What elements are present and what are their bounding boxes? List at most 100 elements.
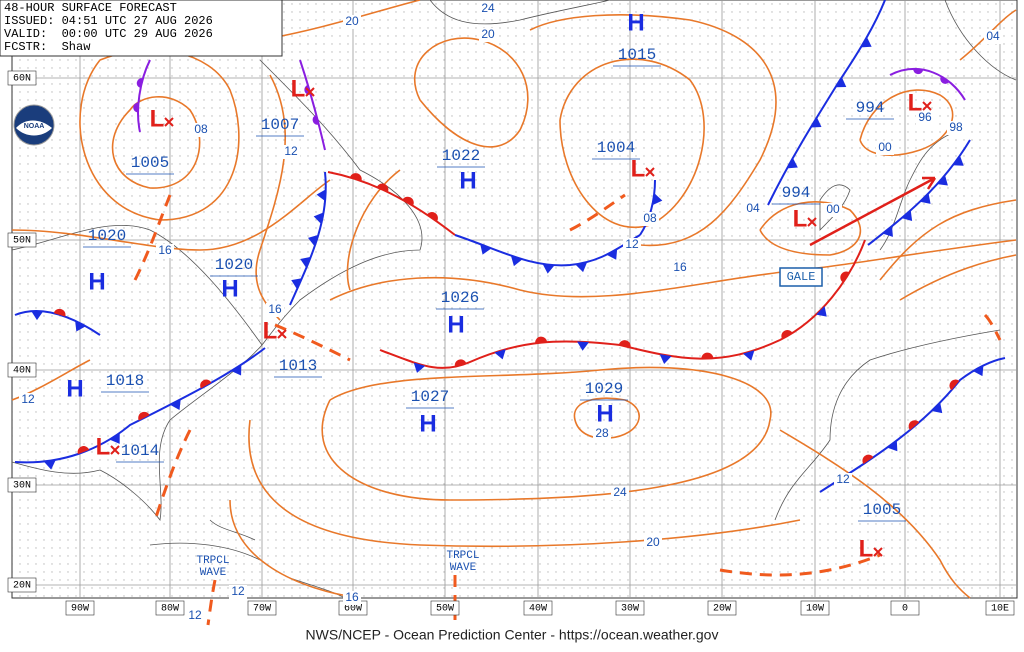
front-symbol [862,454,874,465]
high-symbol: H [459,167,476,194]
logo-text: NOAA [24,123,45,130]
front-symbol [949,379,960,391]
front-symbol [940,76,950,84]
front-symbol [376,183,389,193]
lon-label-box [800,600,830,616]
front [867,139,971,246]
cold-front-triangle [75,320,86,332]
isobar [11,179,331,251]
isobar-label-bg [343,591,361,605]
isobar [413,37,529,148]
lat-label: 20N [13,581,31,592]
cold-front-triangle [480,244,492,255]
isobar-label-bg [834,473,852,487]
lat-label: 40N [13,366,31,377]
low-symbol: L [859,535,874,562]
pressure-label: 1004 [597,139,635,157]
lat-label-box [7,70,37,86]
cold-front-triangle [742,350,755,361]
header-line: ISSUED: 04:51 UTC 27 AUG 2026 [4,14,213,28]
front-symbol [454,359,467,368]
isobar-label-bg [916,111,934,125]
cold-front-triangle [919,193,931,204]
front-symbol [972,365,984,377]
trough [569,193,626,232]
pressure-label: 1014 [121,442,159,460]
low-symbol: L [793,205,808,232]
warm-front-semicircle [77,446,90,455]
warm-front-semicircle [200,379,212,389]
front-symbol [494,349,506,360]
front-symbol [913,68,924,75]
isobar-label-bg [229,585,247,599]
isobar [346,169,401,291]
pressure-label: 1029 [585,380,623,398]
isobar-label: 12 [284,144,298,158]
cold-front-triangle [816,306,827,317]
pressure-label: 1018 [106,372,144,390]
low-x [922,101,932,111]
front-symbol [835,77,847,88]
front-symbol [77,446,90,455]
occluded-symbol [913,68,924,75]
lon-label-box [430,600,460,616]
pressure-label: 1020 [215,256,253,274]
front-symbol [307,234,319,247]
isobar-label: 12 [21,392,35,406]
isobar [559,58,705,228]
warm-front-semicircle [701,352,714,359]
low-symbol: L [150,105,165,132]
isobar-label: 20 [481,27,495,41]
front-symbol [542,264,555,274]
isobar [779,429,971,599]
front-symbol [742,350,755,361]
isobar-label-bg [186,609,204,623]
cold-front-triangle [231,364,242,376]
isobar-label-bg [623,238,641,252]
wave-label: TRPCL [196,555,229,567]
warm-front-semicircle [402,196,414,206]
lon-label-box [247,600,277,616]
cold-front-triangle [860,37,872,48]
pressure-label: 1022 [442,147,480,165]
front [14,310,101,336]
high-symbol: H [66,375,83,402]
low-x [110,445,120,455]
gale-label: GALE [787,270,816,284]
cold-front-triangle [606,249,618,260]
lon-label-box [985,600,1015,616]
isobar-label-bg [192,123,210,137]
pressure-label: 1005 [863,501,901,519]
isobar-label: 00 [878,140,892,154]
front [889,68,966,101]
cold-front-triangle [413,362,426,373]
trough [153,429,192,521]
trough [983,313,1002,341]
front [454,234,641,267]
isobar-label-bg [593,427,611,441]
isobar-label-bg [266,303,284,317]
front-symbol [931,402,943,414]
front [327,171,456,236]
isobar-label: 12 [836,472,850,486]
low-x [807,217,817,227]
isobar-label-bg [644,536,662,550]
isobar-label-bg [744,202,762,216]
cold-front-triangle [577,341,590,351]
isobar [879,199,1017,301]
isobar-label-bg [479,2,497,16]
high-symbol: H [221,275,238,302]
high-symbol: H [596,400,613,427]
isobar-label: 24 [481,1,495,15]
front [639,179,656,236]
high-symbol: H [627,9,644,36]
lon-label: 20W [713,604,731,615]
front-symbol [659,354,672,365]
isobar-label-bg [876,141,894,155]
warm-front-semicircle [535,336,548,344]
warm-front-semicircle [908,420,920,431]
low-x [305,87,315,97]
pressure-label: 1015 [618,46,656,64]
